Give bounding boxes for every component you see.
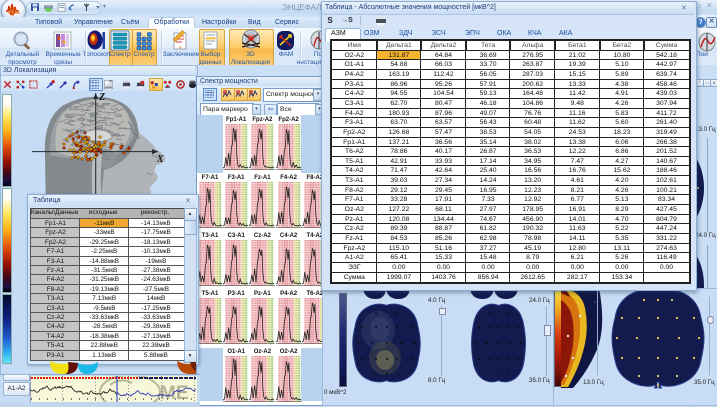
svg-text:X: X (156, 154, 164, 165)
svg-text:Z: Z (98, 92, 105, 103)
